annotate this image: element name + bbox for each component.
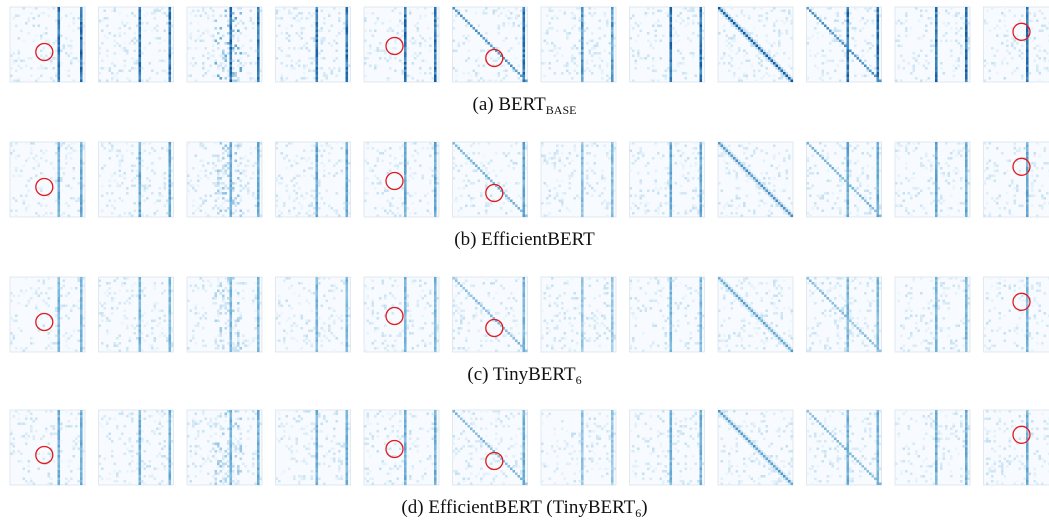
attention-map-row2-head6 xyxy=(452,141,528,218)
attention-map-row1-head8 xyxy=(629,6,705,83)
attention-map-row4-head8 xyxy=(629,409,705,486)
highlight-circle-row2-head1 xyxy=(35,177,54,197)
attention-map-row1-head3 xyxy=(186,6,263,83)
highlight-circle-row3-head12 xyxy=(1012,292,1031,311)
attention-map-row3-head8 xyxy=(629,276,705,353)
attention-map-row2-head10 xyxy=(806,141,882,218)
attention-map-row4-head9 xyxy=(717,409,794,486)
highlight-circle-row4-head1 xyxy=(35,445,54,465)
highlight-circle-row4-head6 xyxy=(485,451,504,471)
highlight-circle-row1-head5 xyxy=(385,36,404,56)
highlight-circle-row2-head12 xyxy=(1012,157,1031,176)
caption-row-b: (b) EfficientBERT xyxy=(454,229,595,250)
attention-map-row2-head4 xyxy=(275,141,351,218)
attention-map-row1-head1 xyxy=(9,6,86,83)
attention-map-row2-head11 xyxy=(894,141,971,218)
attention-map-row3-head4 xyxy=(275,276,351,353)
attention-map-row3-head7 xyxy=(540,276,617,353)
attention-map-row4-head4 xyxy=(275,409,351,486)
attention-map-row4-head7 xyxy=(540,409,617,486)
attention-map-row3-head2 xyxy=(98,276,174,353)
attention-map-row3-head5 xyxy=(363,276,440,353)
attention-map-row2-head5 xyxy=(363,141,440,218)
attention-map-row2-head2 xyxy=(98,141,174,218)
attention-map-row1-head12 xyxy=(983,6,1049,83)
highlight-circle-row3-head1 xyxy=(35,312,54,332)
highlight-circle-row2-head6 xyxy=(485,183,504,203)
attention-map-row2-head9 xyxy=(717,141,794,218)
attention-map-row1-head7 xyxy=(540,6,617,83)
highlight-circle-row1-head1 xyxy=(35,42,54,62)
attention-map-row4-head5 xyxy=(363,409,440,486)
attention-map-row3-head12 xyxy=(983,276,1049,353)
attention-map-row4-head10 xyxy=(806,409,882,486)
highlight-circle-row1-head6 xyxy=(485,48,504,68)
highlight-circle-row3-head5 xyxy=(385,306,404,326)
attention-map-row3-head6 xyxy=(452,276,528,353)
caption-row-d: (d) EfficientBERT (TinyBERT6) xyxy=(401,497,648,520)
attention-map-row1-head10 xyxy=(806,6,882,83)
attention-map-row1-head6 xyxy=(452,6,528,83)
caption-row-c: (c) TinyBERT6 xyxy=(467,364,582,387)
attention-map-row2-head1 xyxy=(9,141,86,218)
attention-map-row1-head2 xyxy=(98,6,174,83)
highlight-circle-row3-head6 xyxy=(485,318,504,338)
attention-map-row3-head3 xyxy=(186,276,263,353)
attention-map-row3-head9 xyxy=(717,276,794,353)
attention-map-row4-head11 xyxy=(894,409,971,486)
attention-map-row3-head10 xyxy=(806,276,882,353)
highlight-circle-row2-head5 xyxy=(385,171,404,191)
highlight-circle-row4-head5 xyxy=(385,439,404,459)
attention-map-row1-head11 xyxy=(894,6,971,83)
highlight-circle-row4-head12 xyxy=(1012,425,1031,444)
attention-map-row4-head2 xyxy=(98,409,174,486)
highlight-circle-row1-head12 xyxy=(1012,22,1031,41)
attention-map-row2-head12 xyxy=(983,141,1049,218)
attention-map-row2-head8 xyxy=(629,141,705,218)
attention-map-row2-head3 xyxy=(186,141,263,218)
attention-map-row1-head9 xyxy=(717,6,794,83)
attention-map-row1-head4 xyxy=(275,6,351,83)
attention-map-row4-head12 xyxy=(983,409,1049,486)
attention-map-row4-head3 xyxy=(186,409,263,486)
attention-map-row2-head7 xyxy=(540,141,617,218)
attention-map-row3-head11 xyxy=(894,276,971,353)
attention-map-row1-head5 xyxy=(363,6,440,83)
caption-row-a: (a) BERTBASE xyxy=(472,94,577,117)
attention-map-row4-head6 xyxy=(452,409,528,486)
